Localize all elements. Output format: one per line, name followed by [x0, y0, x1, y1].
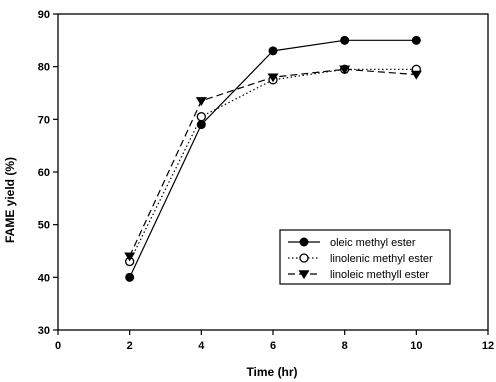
- legend: oleic methyl ester linolenic methyl ester…: [279, 229, 451, 285]
- marker-filled-circle: [268, 46, 278, 56]
- y-tick-label: 30: [38, 325, 50, 337]
- y-tick-label: 60: [38, 167, 50, 179]
- y-tick-label: 50: [38, 220, 50, 232]
- y-axis-label: FAME yield (%): [3, 157, 17, 243]
- series-3-markers: [124, 65, 422, 262]
- x-tick-label: 10: [410, 340, 422, 352]
- x-tick-label: 6: [270, 340, 276, 352]
- series-3: [129, 68, 417, 257]
- x-tick-label: 8: [342, 340, 348, 352]
- marker-open-circle: [196, 112, 206, 122]
- marker-filled-triangle: [195, 97, 207, 106]
- y-tick-label: 40: [38, 272, 50, 284]
- marker-filled-triangle: [339, 65, 351, 75]
- x-axis-label: Time (hr): [246, 365, 297, 379]
- marker-open-circle: [299, 253, 309, 263]
- marker-filled-circle: [340, 35, 350, 45]
- y-tick-label: 80: [38, 62, 50, 74]
- marker-filled-triangle: [410, 70, 422, 80]
- marker-filled-circle: [125, 272, 135, 282]
- series-layer: [124, 35, 422, 282]
- legend-label: linolenic methyl ester: [330, 253, 433, 265]
- marker-filled-circle: [299, 237, 309, 247]
- x-tick-label: 12: [482, 340, 494, 352]
- legend-label: oleic methyl ester: [330, 237, 416, 249]
- series-line: [129, 68, 417, 257]
- legend-label: linoleic methyll ester: [330, 269, 429, 281]
- marker-filled-triangle: [124, 252, 136, 262]
- y-tick-label: 90: [38, 9, 50, 21]
- plot-axes: 30 40 50 60 70 80 90 0 2 4 6 8 10 12: [38, 9, 494, 352]
- marker-filled-circle: [196, 120, 206, 130]
- marker-filled-circle: [411, 35, 421, 45]
- marker-filled-triangle: [298, 270, 310, 280]
- x-tick-label: 2: [127, 340, 133, 352]
- marker-filled-triangle: [267, 73, 279, 83]
- x-tick-label: 0: [55, 340, 61, 352]
- x-tick-label: 4: [198, 340, 205, 352]
- y-tick-label: 70: [38, 114, 50, 126]
